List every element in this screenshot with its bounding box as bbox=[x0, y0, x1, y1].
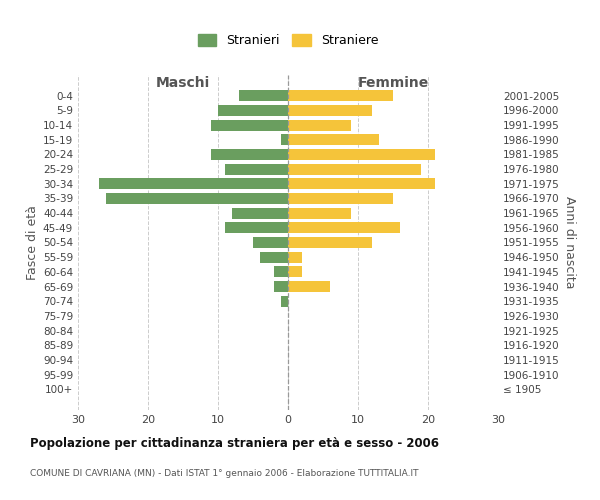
Bar bbox=[288, 90, 393, 101]
Bar bbox=[218, 105, 288, 116]
Bar bbox=[288, 281, 330, 292]
Bar bbox=[288, 105, 372, 116]
Bar bbox=[260, 252, 288, 262]
Bar bbox=[211, 149, 288, 160]
Bar bbox=[288, 252, 302, 262]
Bar bbox=[288, 266, 302, 278]
Bar bbox=[288, 149, 435, 160]
Y-axis label: Fasce di età: Fasce di età bbox=[26, 205, 39, 280]
Bar bbox=[288, 178, 435, 190]
Bar bbox=[281, 296, 288, 306]
Bar bbox=[288, 134, 379, 145]
Text: COMUNE DI CAVRIANA (MN) - Dati ISTAT 1° gennaio 2006 - Elaborazione TUTTITALIA.I: COMUNE DI CAVRIANA (MN) - Dati ISTAT 1° … bbox=[30, 468, 419, 477]
Bar bbox=[274, 281, 288, 292]
Bar bbox=[281, 134, 288, 145]
Text: Maschi: Maschi bbox=[156, 76, 210, 90]
Bar bbox=[288, 237, 372, 248]
Bar bbox=[225, 222, 288, 234]
Bar bbox=[288, 193, 393, 204]
Bar bbox=[274, 266, 288, 278]
Bar bbox=[288, 120, 351, 130]
Text: Femmine: Femmine bbox=[358, 76, 428, 90]
Legend: Stranieri, Straniere: Stranieri, Straniere bbox=[193, 30, 383, 52]
Bar bbox=[288, 222, 400, 234]
Bar bbox=[106, 193, 288, 204]
Bar bbox=[225, 164, 288, 174]
Bar bbox=[239, 90, 288, 101]
Y-axis label: Anni di nascita: Anni di nascita bbox=[563, 196, 576, 289]
Bar bbox=[232, 208, 288, 218]
Bar bbox=[288, 164, 421, 174]
Bar bbox=[288, 208, 351, 218]
Bar bbox=[99, 178, 288, 190]
Bar bbox=[211, 120, 288, 130]
Text: Popolazione per cittadinanza straniera per età e sesso - 2006: Popolazione per cittadinanza straniera p… bbox=[30, 438, 439, 450]
Bar bbox=[253, 237, 288, 248]
